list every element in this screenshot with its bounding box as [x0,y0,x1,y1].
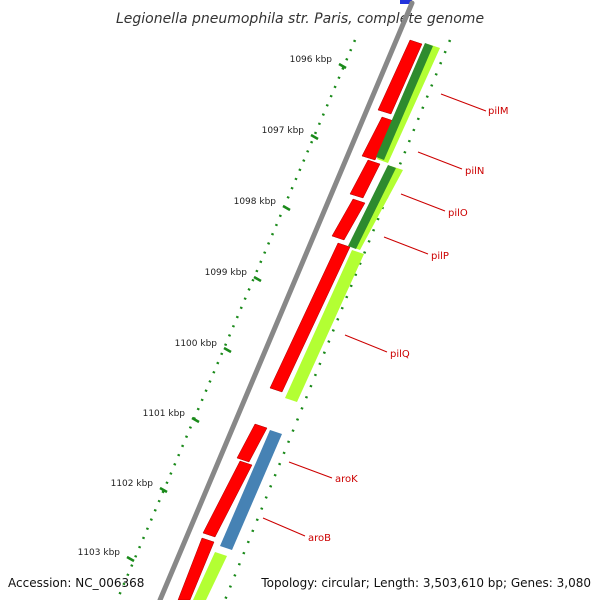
cds-block [177,537,215,600]
scale-tick-label: 1100 kbp [175,339,218,349]
gene-label-pilO[interactable]: pilO [448,208,468,219]
scale-tick-mark [223,346,232,354]
cds-block [202,460,253,538]
genome-backbone [157,0,415,600]
scale-tick-label: 1096 kbp [290,55,333,65]
gene-block-green [193,552,227,600]
scale-tick-mark [282,204,291,212]
scale-tick-mark [253,275,262,283]
scale-tick-mark [159,486,168,494]
gene-label-pilM[interactable]: pilM [488,106,509,117]
outer-dotted-scale [116,39,357,599]
top-marker [400,0,412,4]
cds-block [331,198,366,241]
scale-tick-label: 1101 kbp [143,409,186,419]
cds-block [236,423,268,463]
gene-track [193,43,440,600]
map-title: Legionella pneumophila str. Paris, compl… [116,11,484,27]
gene-leader-line [344,334,388,353]
gene-label-pilP[interactable]: pilP [431,251,449,262]
accession-text: Accession: NC_006368 [8,576,144,590]
gene-label-pilN[interactable]: pilN [465,166,484,177]
gene-labels: pilM pilN pilO pilP pilQ aroK aroB [262,93,509,544]
gene-leader-line [400,193,446,212]
gene-label-aroB[interactable]: aroB [308,533,331,544]
gene-leader-line [417,151,463,170]
topology-text: Topology: circular; Length: 3,503,610 bp… [260,576,591,590]
scale-tick-label: 1102 kbp [111,479,154,489]
scale-tick-label: 1099 kbp [205,268,248,278]
scale-ticks: 1096 kbp 1097 kbp 1098 kbp 1099 kbp 1100 kbp… [78,55,347,563]
scale-tick-label: 1103 kbp [78,548,121,558]
gene-label-pilQ[interactable]: pilQ [390,349,410,360]
gene-block-blue [220,430,282,550]
cds-track [177,39,423,600]
cds-block [361,116,395,161]
gene-label-aroK[interactable]: aroK [335,474,358,485]
gene-leader-line [288,461,333,479]
scale-tick-mark [310,133,319,141]
gene-block-green [285,250,364,402]
inner-dotted-scale [223,39,452,600]
gene-leader-line [440,93,487,112]
scale-tick-mark [126,555,135,563]
scale-tick-mark [338,62,347,70]
gene-leader-line [383,236,429,255]
gene-block-darkgreen [348,165,396,249]
gene-leader-line [262,517,306,537]
scale-tick-label: 1098 kbp [234,197,277,207]
gene-block-darkgreen [376,43,433,160]
scale-tick-mark [191,416,200,424]
cds-block [269,242,351,393]
cds-block [377,39,423,115]
scale-tick-label: 1097 kbp [262,126,305,136]
cds-block [349,159,381,199]
